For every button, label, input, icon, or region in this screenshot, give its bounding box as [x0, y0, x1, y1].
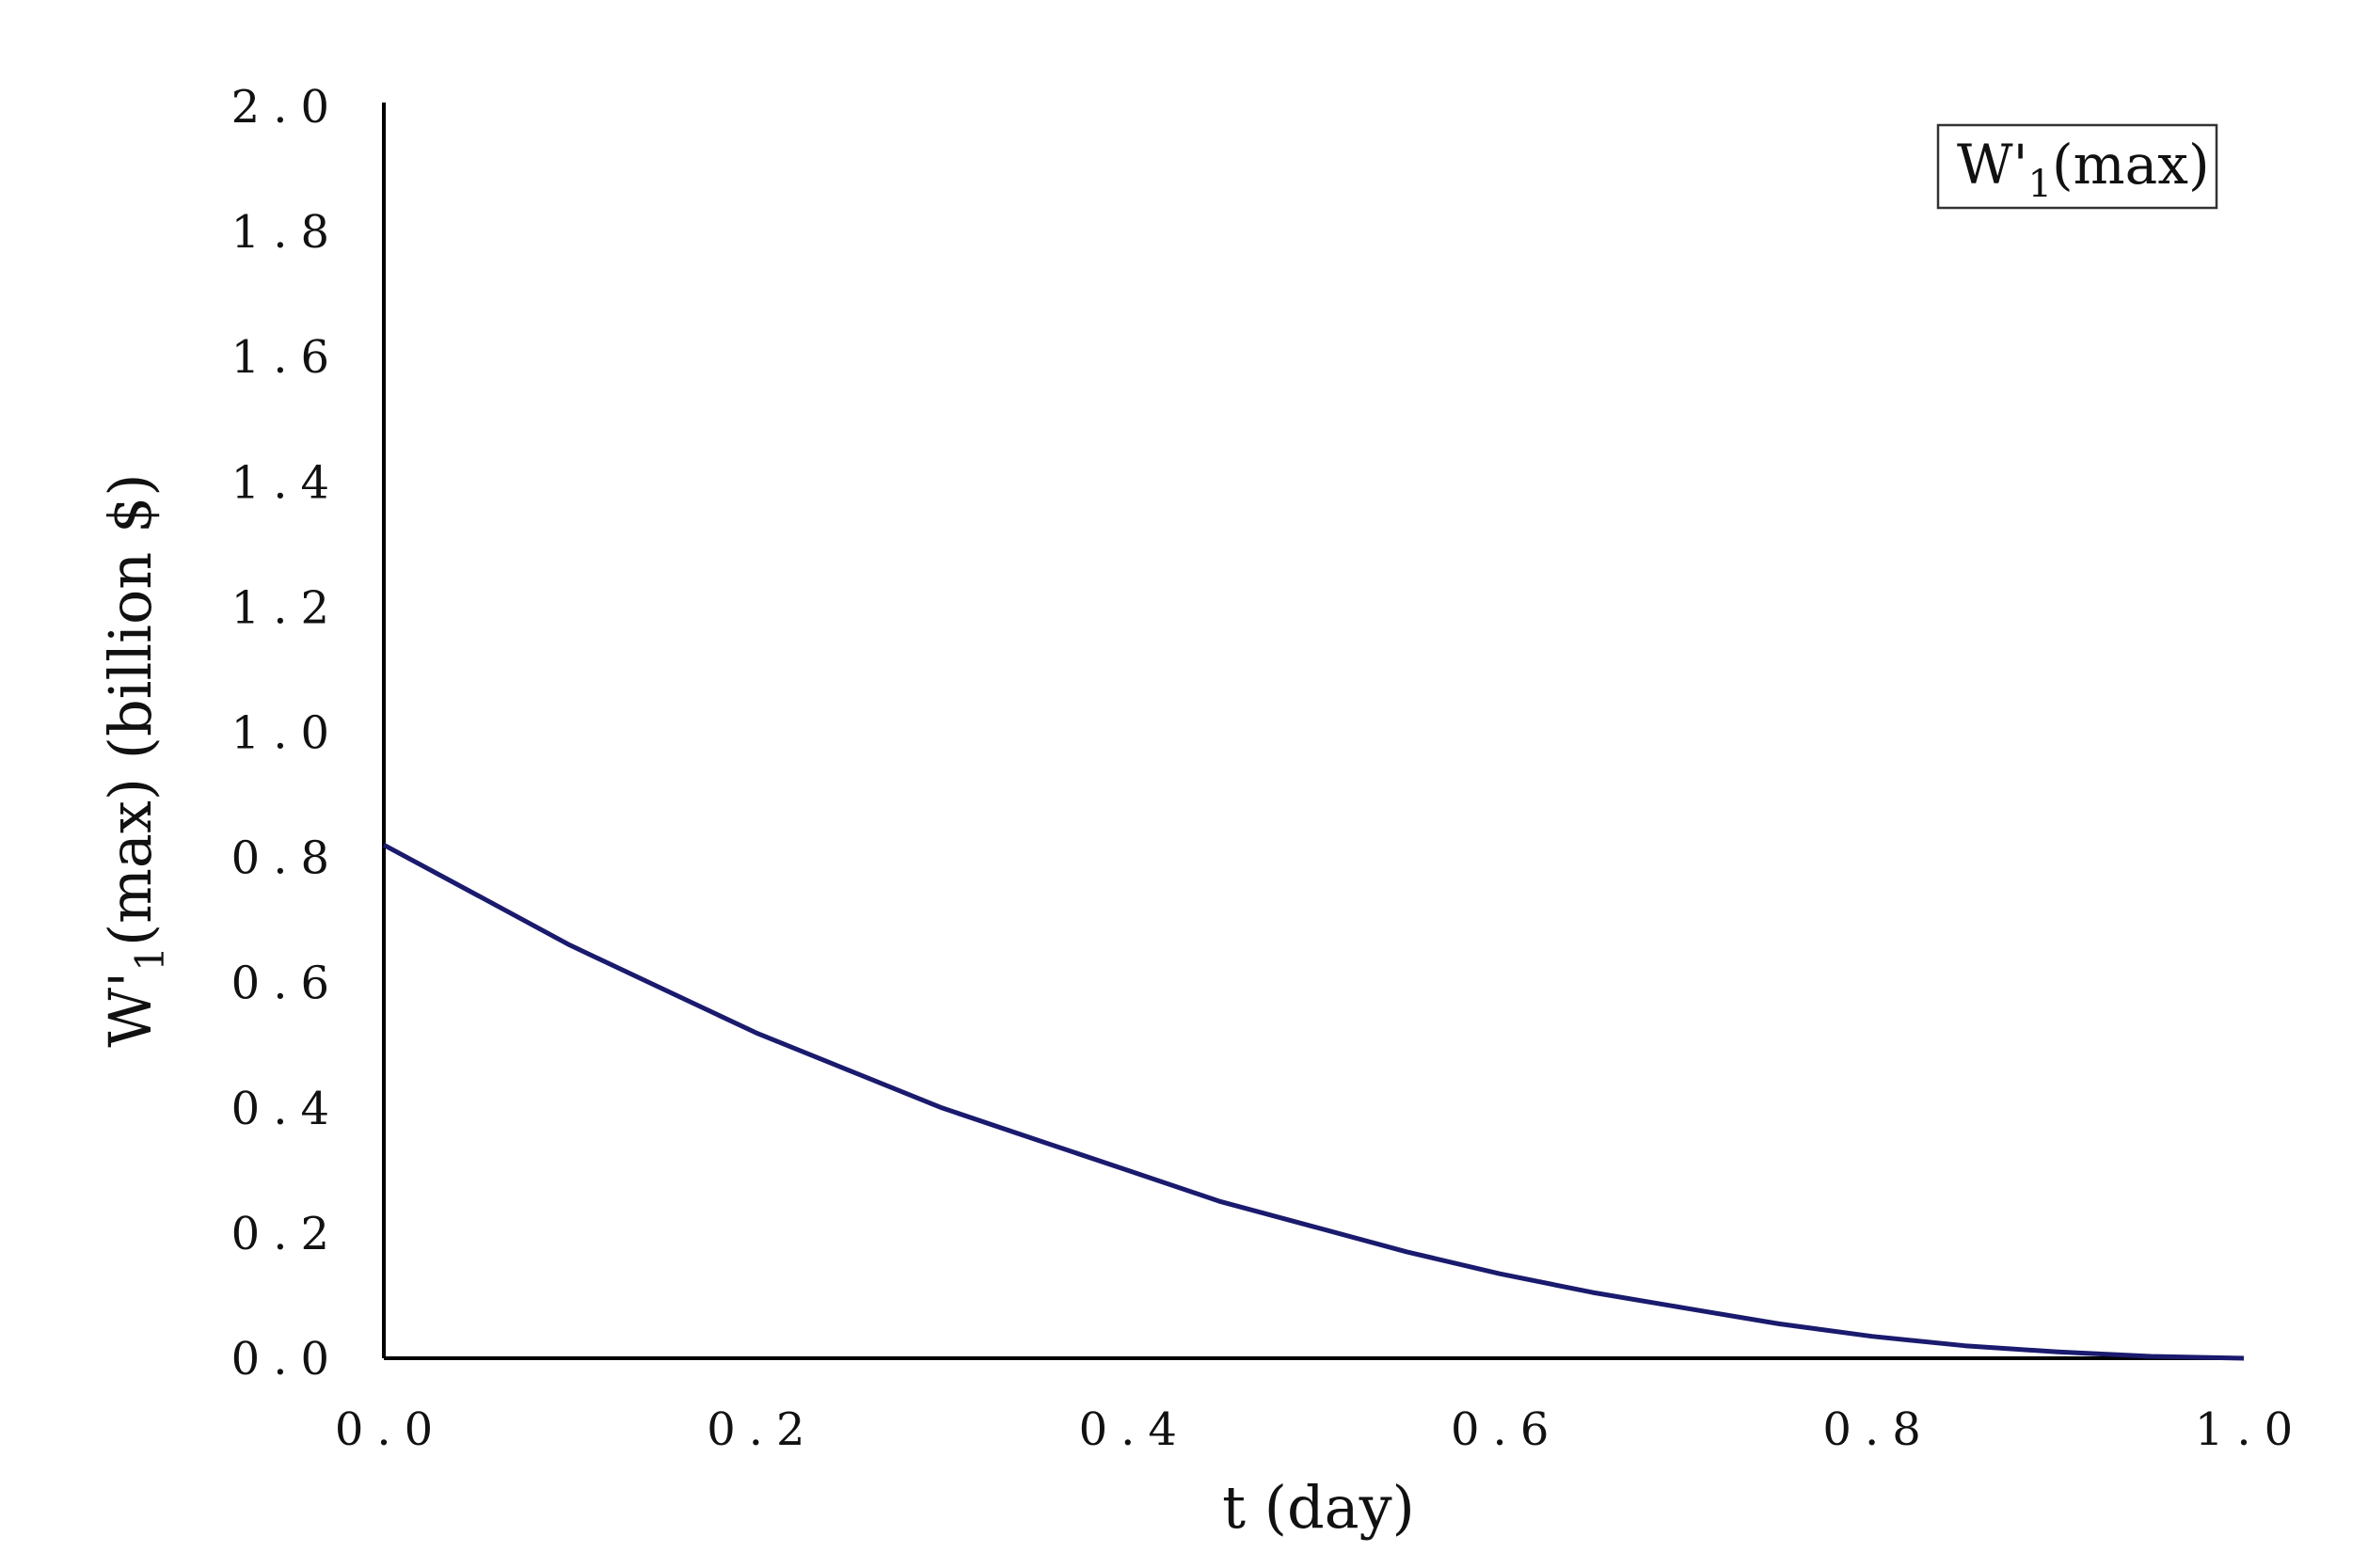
x-tick-label: 0.8	[1822, 1403, 1933, 1456]
y-tick-label: 1.2	[231, 581, 342, 634]
y-tick-label: 0.6	[231, 958, 342, 1010]
y-label-base: W	[96, 988, 165, 1048]
series-layer	[382, 843, 2245, 1361]
x-tick-labels: 0.0 0.2 0.4 0.6 0.8 1.0	[335, 1403, 2306, 1456]
x-tick-label: 0.4	[1079, 1403, 1190, 1456]
y-label-suffix: (max) (billion $)	[96, 473, 165, 946]
y-tick-label: 0.4	[231, 1083, 342, 1135]
x-axis-label: t (day)	[1222, 1473, 1415, 1542]
svg-text:W'1(max) (billion $): W'1(max) (billion $)	[96, 473, 173, 1047]
y-axis-label: W'1(max) (billion $)	[96, 473, 173, 1047]
y-tick-label: 0.8	[231, 832, 342, 885]
y-tick-labels: 0.0 0.2 0.4 0.6 0.8 1.0 1.2 1.4 1.6 1.8 2.0	[231, 81, 342, 1386]
legend-box	[1936, 123, 2218, 210]
y-tick-label: 0.0	[231, 1333, 342, 1386]
y-tick-label: 0.2	[231, 1208, 342, 1260]
y-tick-label: 2.0	[231, 81, 342, 134]
legend-label: W'1(max)	[1957, 133, 2210, 206]
y-tick-label: 1.4	[231, 456, 342, 509]
y-tick-label: 1.8	[231, 206, 342, 259]
x-tick-label: 1.0	[2195, 1403, 2306, 1456]
y-tick-label: 1.0	[231, 707, 342, 760]
y-label-sub: 1	[127, 946, 173, 972]
y-tick-label: 1.6	[231, 331, 342, 384]
series-line	[382, 843, 2245, 1361]
x-tick-label: 0.0	[335, 1403, 446, 1456]
legend: W'1(max)	[1936, 123, 2218, 210]
y-label-prime: '	[96, 972, 165, 988]
x-tick-label: 0.6	[1451, 1403, 1562, 1456]
x-tick-label: 0.2	[707, 1403, 818, 1456]
